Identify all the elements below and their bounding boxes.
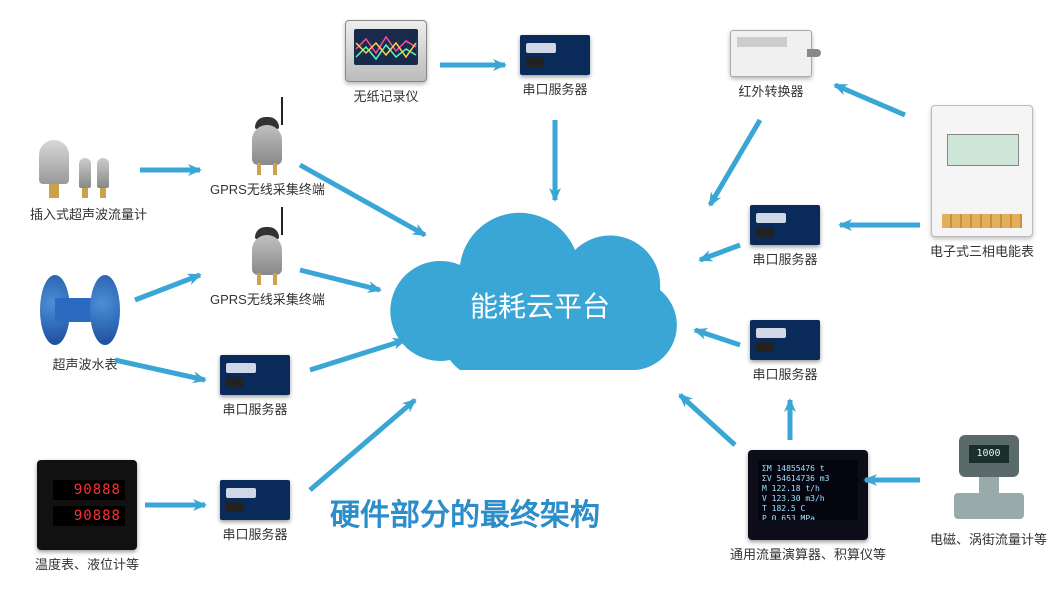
serial-r1-label: 串口服务器 bbox=[752, 249, 817, 268]
recorder-device bbox=[345, 20, 427, 82]
serial-bl-label: 串口服务器 bbox=[222, 524, 287, 543]
serial-server-device bbox=[520, 35, 590, 75]
flow-sensor-device bbox=[39, 140, 139, 200]
serial-server-device bbox=[750, 320, 820, 360]
vortex-label: 电磁、涡街流量计等 bbox=[930, 529, 1047, 548]
node-gprs-terminal-1: GPRS无线采集终端 bbox=[210, 115, 325, 198]
node-vortex-meter: 1000 电磁、涡街流量计等 bbox=[930, 425, 1047, 548]
recorder-label: 无纸记录仪 bbox=[353, 86, 418, 105]
node-serial-server-bl: 串口服务器 bbox=[220, 480, 290, 543]
gprs1-label: GPRS无线采集终端 bbox=[210, 179, 325, 198]
serial-server-device bbox=[220, 480, 290, 520]
calc-screen: ΣM 14855476 t ΣV 54614736 m3 M 122.18 t/… bbox=[758, 460, 858, 520]
cloud-label: 能耗云平台 bbox=[370, 285, 710, 325]
node-serial-server-ml: 串口服务器 bbox=[220, 355, 290, 418]
vortex-device: 1000 bbox=[939, 425, 1039, 525]
node-gprs-terminal-2: GPRS无线采集终端 bbox=[210, 225, 325, 308]
temp-label: 温度表、液位计等 bbox=[35, 554, 139, 573]
node-energy-meter: 电子式三相电能表 bbox=[930, 105, 1034, 260]
gprs-device bbox=[237, 225, 297, 285]
vortex-display: 1000 bbox=[969, 445, 1009, 463]
arrow-energy_meter bbox=[835, 85, 905, 115]
node-serial-server-top: 串口服务器 bbox=[520, 35, 590, 98]
node-ultrasonic-meter: 超声波水表 bbox=[40, 270, 130, 373]
node-paperless-recorder: 无纸记录仪 bbox=[345, 20, 427, 105]
temp-led2: 90888 bbox=[53, 506, 125, 526]
serial-top-label: 串口服务器 bbox=[522, 79, 587, 98]
recorder-screen bbox=[354, 29, 418, 65]
node-flow-sensor: 插入式超声波流量计 bbox=[30, 140, 147, 223]
node-ir-converter: 红外转换器 bbox=[730, 30, 812, 100]
arrow-serial_bl bbox=[310, 400, 415, 490]
node-temp-meter: 90888 90888 温度表、液位计等 bbox=[35, 460, 139, 573]
energy-meter-label: 电子式三相电能表 bbox=[930, 241, 1034, 260]
gprs2-label: GPRS无线采集终端 bbox=[210, 289, 325, 308]
calc-label: 通用流量演算器、积算仪等 bbox=[730, 544, 886, 563]
serial-server-device bbox=[750, 205, 820, 245]
flow-sensor-label: 插入式超声波流量计 bbox=[30, 204, 147, 223]
diagram-title: 硬件部分的最终架构 bbox=[330, 490, 600, 534]
serial-server-device bbox=[220, 355, 290, 395]
ultra-label: 超声波水表 bbox=[52, 354, 117, 373]
cloud-platform: 能耗云平台 bbox=[370, 200, 710, 400]
calc-device: ΣM 14855476 t ΣV 54614736 m3 M 122.18 t/… bbox=[748, 450, 868, 540]
ir-label: 红外转换器 bbox=[738, 81, 803, 100]
ultrasonic-device bbox=[40, 270, 130, 350]
serial-r2-label: 串口服务器 bbox=[752, 364, 817, 383]
serial-ml-label: 串口服务器 bbox=[222, 399, 287, 418]
arrow-calc bbox=[680, 395, 735, 445]
energy-meter-device bbox=[931, 105, 1033, 237]
arrow-ultra_meter1 bbox=[135, 275, 200, 300]
node-flow-calculator: ΣM 14855476 t ΣV 54614736 m3 M 122.18 t/… bbox=[730, 450, 886, 563]
ir-converter-device bbox=[730, 30, 812, 77]
gprs-device bbox=[237, 115, 297, 175]
node-serial-server-right2: 串口服务器 bbox=[750, 320, 820, 383]
arrow-ir_conv bbox=[710, 120, 760, 205]
temp-led1: 90888 bbox=[53, 480, 125, 500]
node-serial-server-right1: 串口服务器 bbox=[750, 205, 820, 268]
temp-device: 90888 90888 bbox=[37, 460, 137, 550]
